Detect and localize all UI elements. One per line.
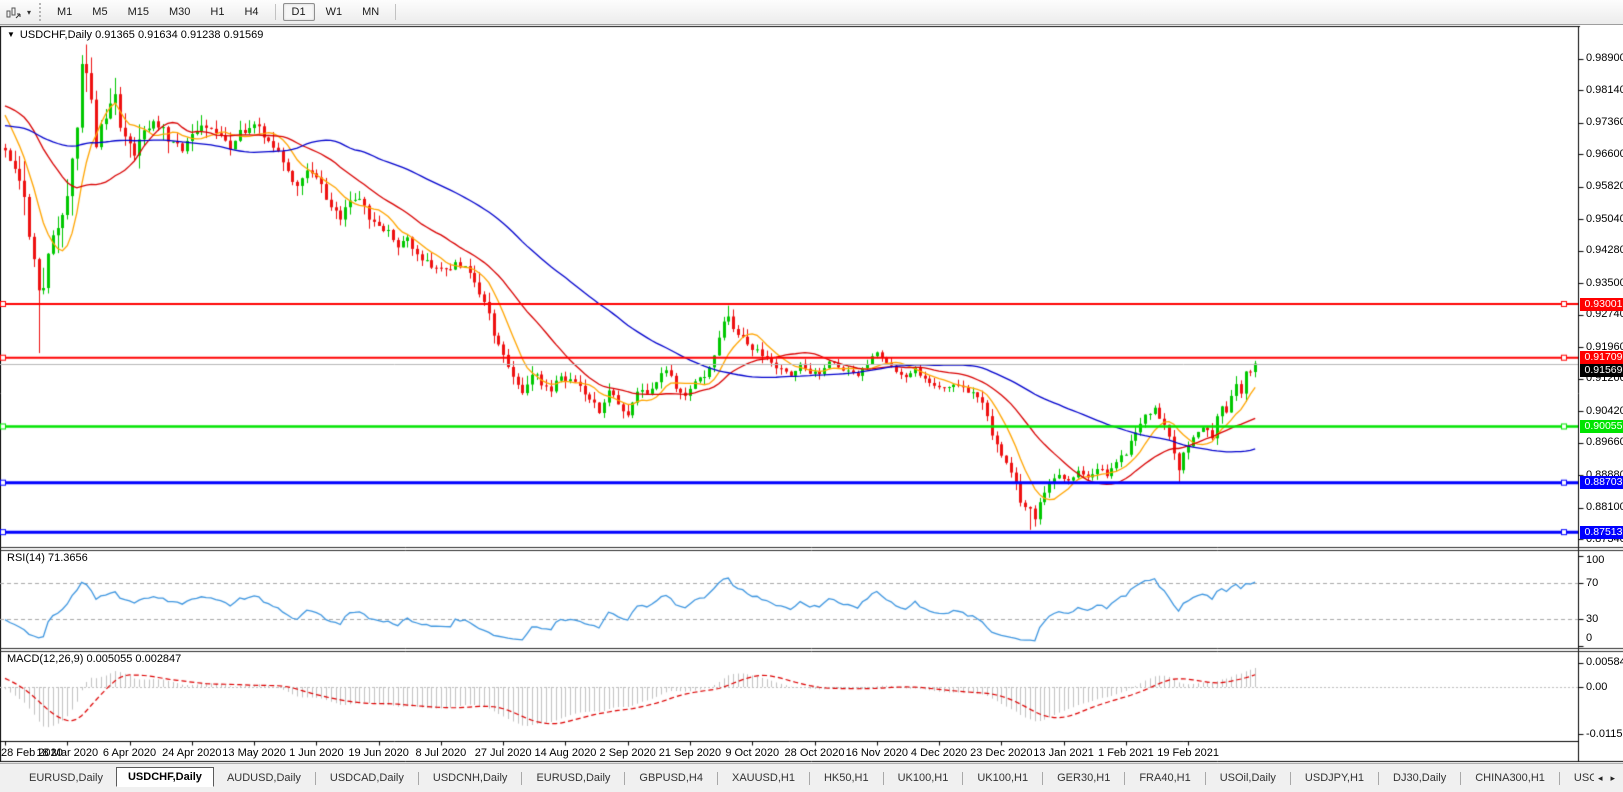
- chart-tab-uk100-h1[interactable]: UK100,H1: [977, 772, 1029, 784]
- chart-tab-audusd-daily[interactable]: AUDUSD,Daily: [226, 772, 301, 784]
- toolbar-drag-grip[interactable]: [39, 3, 41, 21]
- ohlc-low: 0.91238: [180, 29, 221, 41]
- chart-title: ▼ USDCHF,Daily 0.91365 0.91634 0.91238 0.…: [7, 29, 263, 41]
- timeframe-button-MN[interactable]: MN: [362, 6, 380, 18]
- chart-tab-usdchf-daily[interactable]: USDCHF,Daily: [115, 767, 214, 787]
- chart-tabs-bar: EURUSD,Daily USDCHF,Daily AUDUSD,Daily USDC…: [0, 763, 1623, 792]
- timeframe-toolbar: M1 M5 M15 M30 H1 H4 D1 W1 MN: [47, 3, 402, 21]
- ohlc-close: 0.91569: [223, 29, 264, 41]
- tab-separator: [417, 771, 419, 785]
- chart-tab-eurusd-daily[interactable]: EURUSD,Daily: [29, 772, 103, 784]
- ohlc-open: 0.91365: [95, 29, 135, 41]
- tab-scroll-left-icon[interactable]: ◂: [1597, 773, 1603, 783]
- chart-tab-uk100-h1[interactable]: UK100,H1: [897, 772, 949, 784]
- timeframe-button-M30[interactable]: M30: [168, 6, 191, 18]
- tab-scroll-arrows: ◂ ▸: [1593, 764, 1619, 792]
- tab-separator: [1042, 771, 1044, 785]
- macd-label: MACD(12,26,9) 0.005055 0.002847: [7, 653, 182, 665]
- chart-tab-usdcnh-daily[interactable]: USDCNH,Daily: [432, 772, 508, 784]
- ohlc-high: 0.91634: [137, 29, 178, 41]
- tab-separator: [716, 771, 718, 785]
- toolbar-separator: [395, 4, 397, 20]
- chart-tool-icon[interactable]: [3, 3, 23, 21]
- toolbar-separator: [274, 4, 276, 20]
- timeframe-button-M5[interactable]: M5: [92, 6, 108, 18]
- chart-tab-usdcad-daily[interactable]: USDCAD,Daily: [329, 772, 404, 784]
- chart-tool-dropdown-caret[interactable]: ▾: [26, 7, 31, 17]
- tab-separator: [1124, 771, 1126, 785]
- tab-separator: [624, 771, 626, 785]
- tab-separator: [1204, 771, 1206, 785]
- top-toolbar: ▾ M1 M5 M15 M30 H1 H4 D1 W1 MN: [0, 0, 1623, 25]
- timeframe-button-H4[interactable]: H4: [244, 6, 259, 18]
- chart-tab-ger30-h1[interactable]: GER30,H1: [1057, 772, 1111, 784]
- rsi-label: RSI(14) 71.3656: [7, 552, 88, 564]
- timeframe-button-M1[interactable]: M1: [57, 6, 73, 18]
- chart-tab-xauusd-h1[interactable]: XAUUSD,H1: [731, 772, 795, 784]
- chart-tab-usdjpy-h1[interactable]: USDJPY,H1: [1304, 772, 1365, 784]
- chart-tab-hk50-h1[interactable]: HK50,H1: [823, 772, 869, 784]
- tab-separator: [1558, 771, 1560, 785]
- tab-separator: [1289, 771, 1291, 785]
- tab-separator: [314, 771, 316, 785]
- chart-symbol-label: USDCHF,Daily: [19, 29, 93, 41]
- timeframe-button-D1[interactable]: D1: [282, 3, 315, 21]
- timeframe-button-W1[interactable]: W1: [325, 6, 343, 18]
- timeframe-button-M15[interactable]: M15: [127, 6, 149, 18]
- chart-tab-china300-h1[interactable]: CHINA300,H1: [1475, 772, 1545, 784]
- timeframe-button-H1[interactable]: H1: [210, 6, 225, 18]
- tab-separator: [521, 771, 523, 785]
- chart-tab-fra40-h1[interactable]: FRA40,H1: [1139, 772, 1191, 784]
- chart-tab-dj30-daily[interactable]: DJ30,Daily: [1393, 772, 1447, 784]
- collapse-icon[interactable]: ▼: [7, 30, 15, 39]
- chart-tab-eurusd-daily[interactable]: EURUSD,Daily: [536, 772, 611, 784]
- tab-separator: [1378, 771, 1380, 785]
- tab-separator: [808, 771, 810, 785]
- tab-scroll-right-icon[interactable]: ▸: [1610, 773, 1615, 783]
- tab-separator: [882, 771, 884, 785]
- chart-tab-usoil-daily[interactable]: USOil,Daily: [1219, 772, 1276, 784]
- tab-separator: [962, 771, 964, 785]
- cursor-chart-glyph: [6, 7, 20, 18]
- chart-tab-gbpusd-h4[interactable]: GBPUSD,H4: [639, 772, 703, 784]
- tab-separator: [1460, 771, 1462, 785]
